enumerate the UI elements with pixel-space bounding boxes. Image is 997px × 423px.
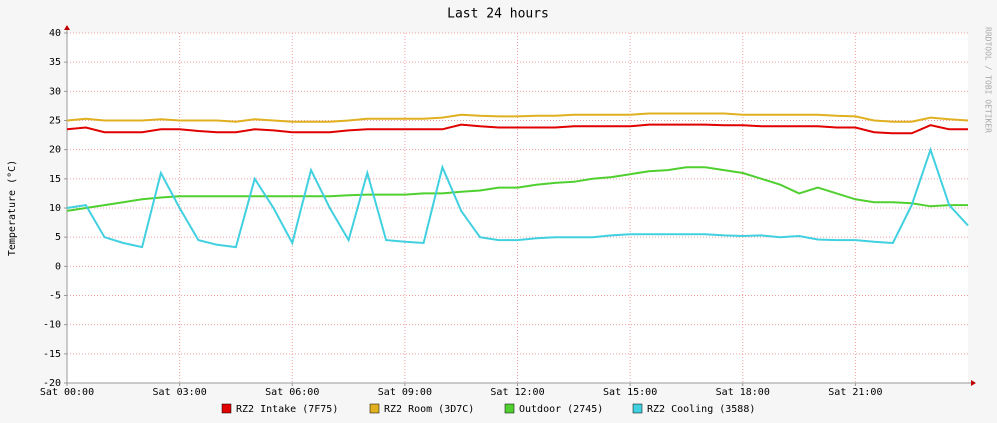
y-tick-label: 10 [49, 203, 61, 214]
series-line [66, 166, 968, 212]
series-line [66, 123, 968, 135]
x-tick-label: Sat 06:00 [265, 387, 319, 398]
y-tick-label: -5 [49, 291, 61, 302]
series-line [66, 146, 969, 249]
x-tick-label: Sat 09:00 [378, 387, 432, 398]
x-tick-label: Sat 21:00 [828, 387, 882, 398]
legend-label: Outdoor (2745) [519, 404, 603, 415]
legend-label: RZ2 Intake (7F75) [236, 404, 338, 415]
x-tick-label: Sat 03:00 [153, 387, 207, 398]
y-tick-label: 15 [49, 174, 61, 185]
legend-label: RZ2 Cooling (3588) [647, 404, 755, 415]
chart-title: Last 24 hours [447, 7, 549, 22]
legend-swatch [632, 403, 643, 414]
series-line [66, 112, 969, 123]
y-tick-label: -20 [43, 378, 61, 389]
y-tick-label: 25 [49, 116, 61, 127]
y-tick-label: -10 [43, 320, 61, 331]
y-tick-label: 35 [49, 57, 61, 68]
y-tick-label: 40 [49, 28, 61, 39]
x-tick-label: Sat 15:00 [603, 387, 657, 398]
x-tick-label: Sat 12:00 [490, 387, 544, 398]
y-tick-label: 5 [55, 232, 61, 243]
legend-swatch [504, 403, 515, 414]
legend-swatch [369, 403, 380, 414]
y-tick-label: 30 [49, 86, 61, 97]
axis-arrow [64, 25, 70, 30]
legend-label: RZ2 Room (3D7C) [384, 404, 474, 415]
y-tick-label: 20 [49, 145, 61, 156]
legend-swatch [221, 403, 232, 414]
y-tick-label: -15 [43, 349, 61, 360]
watermark: RRDTOOL / TOBI OETIKER [984, 27, 993, 133]
axis-arrow [971, 380, 976, 386]
x-tick-label: Sat 18:00 [716, 387, 770, 398]
y-tick-label: 0 [55, 261, 61, 272]
y-axis-label: Temperature (°C) [7, 160, 18, 256]
x-tick-label: Sat 00:00 [40, 387, 94, 398]
